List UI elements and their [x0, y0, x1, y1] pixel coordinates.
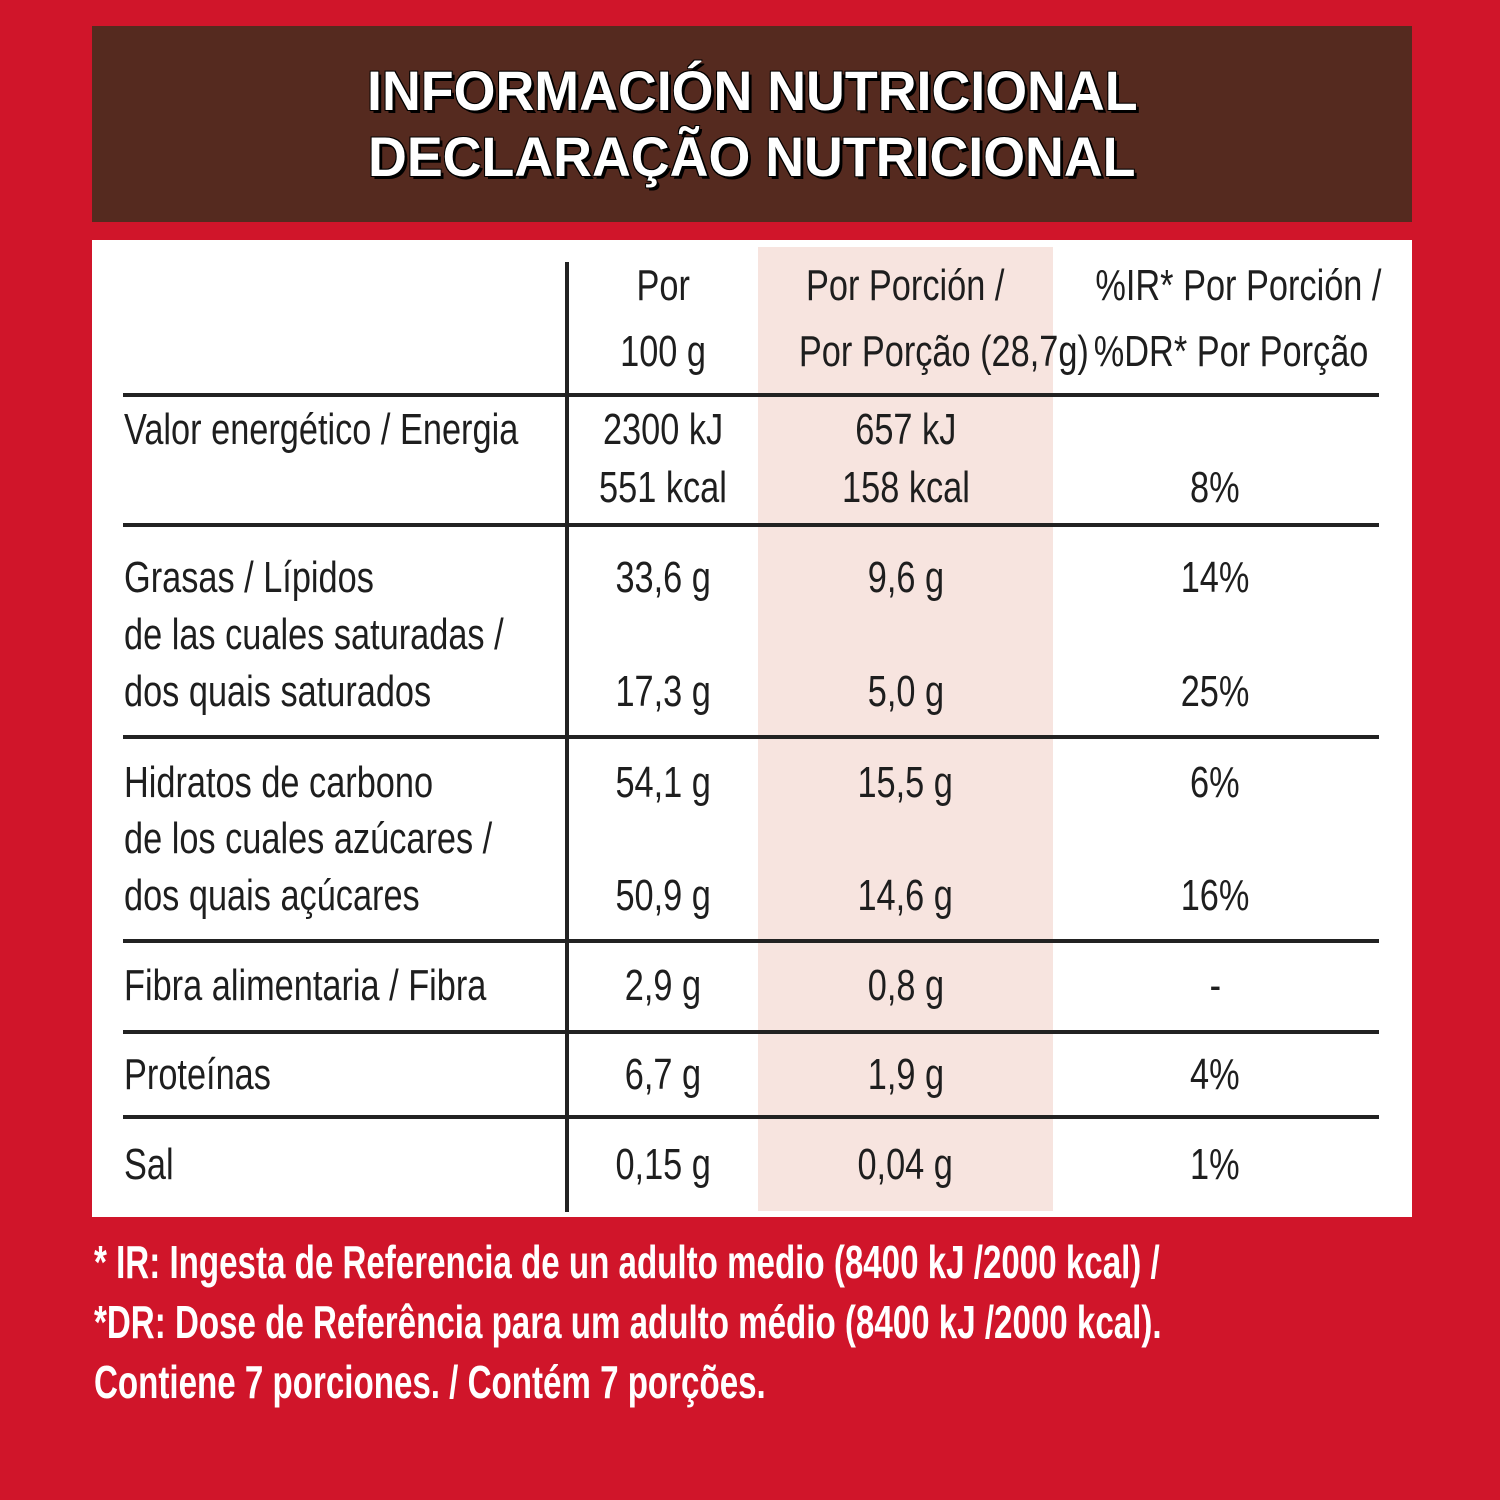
- row-divider: [123, 735, 1379, 739]
- header-per100-line2: 100 g: [620, 327, 706, 376]
- row-label-energy: Valor energético / Energia: [124, 405, 519, 454]
- portion-column-highlight: [758, 247, 1053, 1211]
- energy-ir: 8%: [1190, 463, 1240, 512]
- saturates-ir: 25%: [1180, 667, 1250, 716]
- row-divider: [123, 393, 1379, 397]
- table-title-banner: INFORMACIÓN NUTRICIONAL DECLARAÇÃO NUTRI…: [92, 26, 1412, 222]
- fat-ir: 14%: [1180, 553, 1250, 602]
- title-spanish: INFORMACIÓN NUTRICIONAL: [366, 59, 1138, 122]
- header-ir-line2: %DR* Por Porção: [1093, 327, 1369, 376]
- fibre-per100: 2,9 g: [624, 961, 702, 1010]
- row-divider: [123, 523, 1379, 527]
- row-divider: [123, 939, 1379, 943]
- salt-per100: 0,15 g: [615, 1140, 711, 1189]
- row-divider: [123, 1115, 1379, 1119]
- energy-per100-kj: 2300 kJ: [602, 405, 724, 454]
- header-ir-line1: %IR* Por Porción /: [1095, 261, 1382, 310]
- salt-ir: 1%: [1190, 1140, 1240, 1189]
- energy-portion-kj: 657 kJ: [854, 405, 957, 454]
- footnote-dr: *DR: Dose de Referência para um adulto m…: [94, 1296, 1162, 1348]
- row-label-fat: Grasas / Lípidos: [124, 553, 374, 602]
- header-portion-line2: Por Porção (28,7g): [798, 327, 1089, 376]
- fat-per100: 33,6 g: [615, 553, 711, 602]
- sugars-ir: 16%: [1180, 871, 1250, 920]
- row-label-protein: Proteínas: [124, 1050, 271, 1099]
- row-label-saturates-line1: de las cuales saturadas /: [124, 610, 504, 659]
- carbohydrate-ir: 6%: [1190, 758, 1240, 807]
- footnote-ir: * IR: Ingesta de Referencia de un adulto…: [94, 1236, 1160, 1288]
- header-per100-line1: Por: [636, 261, 690, 310]
- footnote-portions: Contiene 7 porciones. / Contém 7 porções…: [94, 1356, 766, 1408]
- protein-ir: 4%: [1190, 1050, 1240, 1099]
- nutrition-table-panel: [92, 240, 1412, 1217]
- salt-portion: 0,04 g: [857, 1140, 954, 1189]
- row-divider: [123, 1030, 1379, 1034]
- row-label-sugars-line2: dos quais açúcares: [124, 871, 420, 920]
- saturates-per100: 17,3 g: [615, 667, 711, 716]
- row-label-fibre: Fibra alimentaria / Fibra: [124, 961, 487, 1010]
- row-label-sugars-line1: de los cuales azúcares /: [124, 814, 493, 863]
- carbohydrate-portion: 15,5 g: [857, 758, 954, 807]
- protein-portion: 1,9 g: [867, 1050, 944, 1099]
- row-label-carbohydrate: Hidratos de carbono: [124, 758, 434, 807]
- row-label-salt: Sal: [124, 1140, 174, 1189]
- header-portion-line1: Por Porción /: [806, 261, 1005, 310]
- title-portuguese: DECLARAÇÃO NUTRICIONAL: [368, 125, 1136, 188]
- fibre-ir: -: [1209, 961, 1221, 1010]
- sugars-per100: 50,9 g: [615, 871, 711, 920]
- carbohydrate-per100: 54,1 g: [615, 758, 711, 807]
- fibre-portion: 0,8 g: [867, 961, 944, 1010]
- energy-per100-kcal: 551 kcal: [599, 463, 727, 512]
- saturates-portion: 5,0 g: [867, 667, 944, 716]
- energy-portion-kcal: 158 kcal: [841, 463, 970, 512]
- protein-per100: 6,7 g: [624, 1050, 702, 1099]
- row-label-saturates-line2: dos quais saturados: [124, 667, 432, 716]
- sugars-portion: 14,6 g: [857, 871, 954, 920]
- fat-portion: 9,6 g: [867, 553, 944, 602]
